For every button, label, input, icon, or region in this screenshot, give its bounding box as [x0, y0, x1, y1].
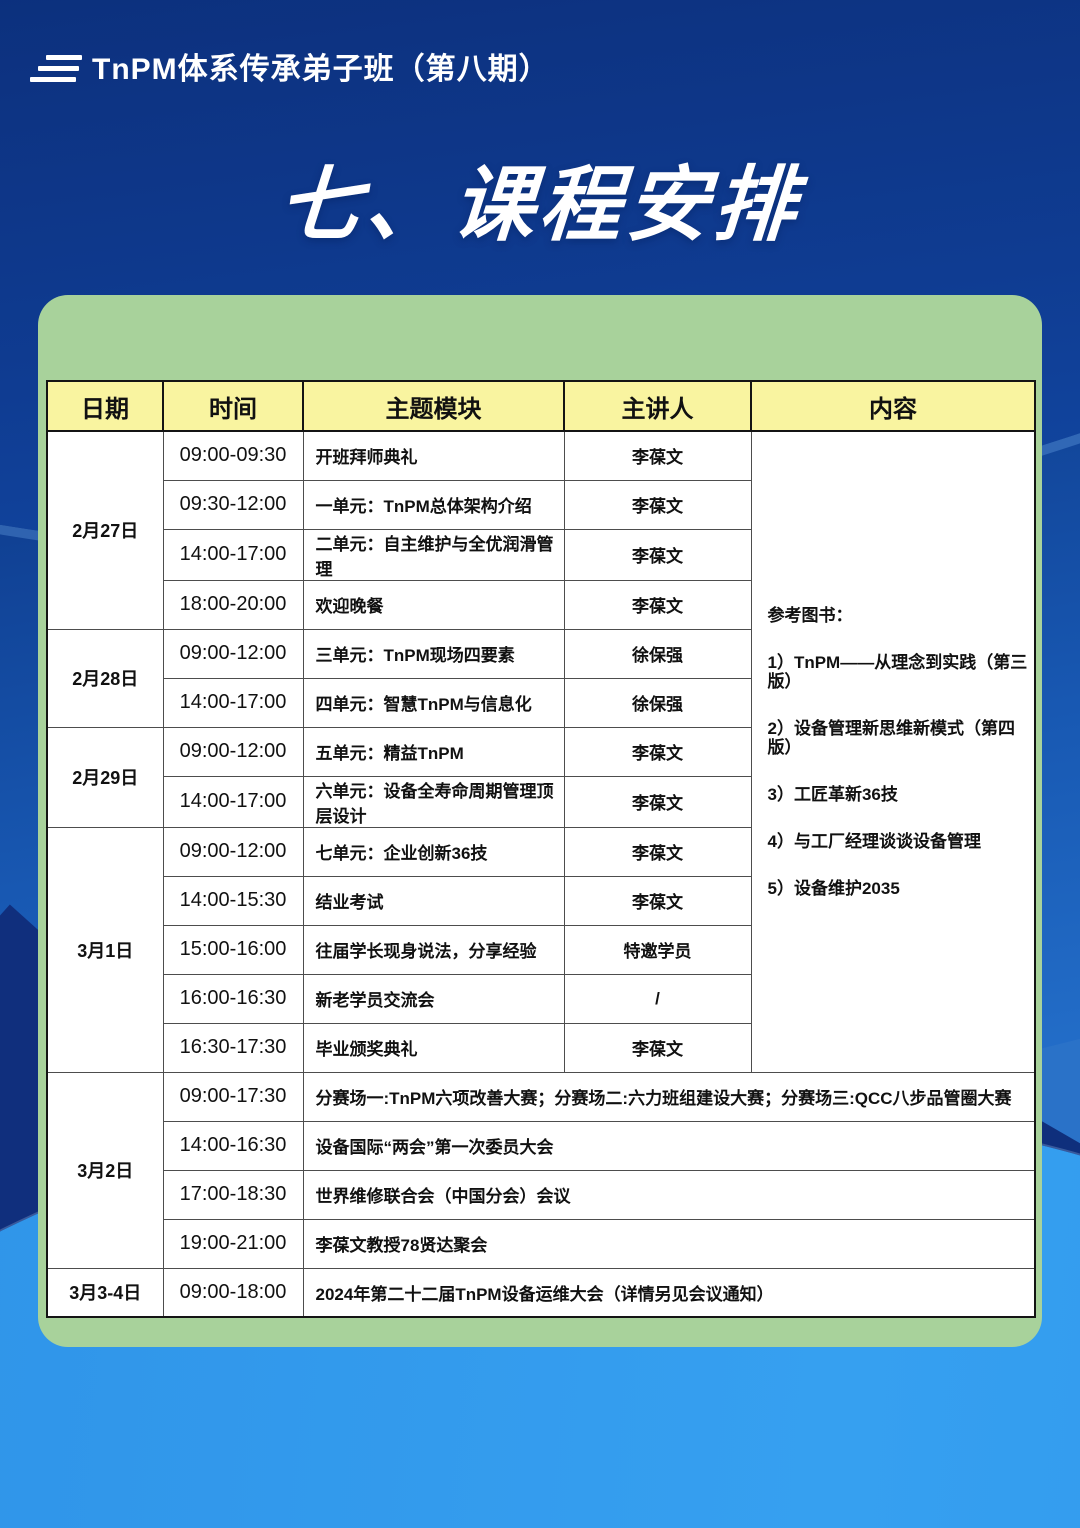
- col-header-time: 时间: [162, 380, 304, 432]
- speaker-cell: 李葆文: [563, 528, 752, 581]
- reference-book-item: 1）TnPM——从理念到实践（第三版）: [767, 652, 1028, 691]
- reference-book-item: 5）设备维护2035: [767, 878, 900, 898]
- time-cell: 14:00-16:30: [162, 1120, 304, 1171]
- table-row: 09:30-12:00 一单元：TnPM总体架构介绍 李葆文: [47, 479, 1035, 530]
- table-row: 2月27日 09:00-09:30 开班拜师典礼 李葆文 参考图书： 1）TnP…: [46, 430, 1036, 1073]
- schedule-table: 日期 时间 主题模块 主讲人 内容 2月27日 09:00-09:30 开班拜师…: [46, 380, 1036, 1318]
- table-row: 17:00-18:30 世界维修联合会（中国分会）会议: [47, 1169, 1036, 1220]
- table-row: 16:30-17:30 毕业颁奖典礼 李葆文: [47, 1022, 1035, 1073]
- reference-book-item: 2）设备管理新思维新模式（第四版）: [767, 718, 1015, 757]
- table-row: 15:00-16:00 往届学长现身说法，分享经验 特邀学员: [47, 924, 1035, 975]
- reference-books-title: 参考图书：: [767, 605, 853, 625]
- time-cell: 09:00-12:00: [162, 726, 304, 777]
- topic-cell: 分赛场一:TnPM六项改善大赛；分赛场二:六力班组建设大赛；分赛场三:QCC八步…: [302, 1071, 1036, 1122]
- speaker-cell: 特邀学员: [563, 924, 752, 975]
- time-cell: 09:00-12:00: [162, 628, 304, 679]
- date-cell: 2月28日: [46, 628, 164, 728]
- date-cell: 3月2日: [46, 1071, 164, 1269]
- topic-cell: 三单元：TnPM现场四要素: [302, 628, 565, 679]
- topic-cell: 2024年第二十二届TnPM设备运维大会（详情另见会议通知）: [302, 1267, 1036, 1318]
- time-cell: 14:00-17:00: [162, 775, 304, 828]
- time-cell: 17:00-18:30: [162, 1169, 304, 1220]
- speaker-cell: 李葆文: [563, 826, 752, 877]
- table-row: 3月2日 09:00-17:30 分赛场一:TnPM六项改善大赛；分赛场二:六力…: [46, 1071, 1036, 1269]
- speaker-cell: 李葆文: [563, 430, 752, 481]
- date-cell: 3月3-4日: [46, 1267, 164, 1318]
- col-header-topic: 主题模块: [302, 380, 565, 432]
- table-row: 3月1日 09:00-12:00 七单元：企业创新36技 李葆文: [46, 826, 1035, 1073]
- time-cell: 19:00-21:00: [162, 1218, 304, 1269]
- topic-cell: 新老学员交流会: [302, 973, 565, 1024]
- topic-cell: 世界维修联合会（中国分会）会议: [302, 1169, 1036, 1220]
- time-cell: 14:00-17:00: [162, 528, 304, 581]
- reference-book-item: 4）与工厂经理谈谈设备管理: [767, 831, 981, 851]
- time-cell: 09:00-12:00: [162, 826, 304, 877]
- col-header-date: 日期: [46, 380, 164, 432]
- time-cell: 16:30-17:30: [162, 1022, 304, 1073]
- table-header-row: 日期 时间 主题模块 主讲人 内容: [46, 380, 1036, 432]
- table-row: 3月3-4日 09:00-18:00 2024年第二十二届TnPM设备运维大会（…: [46, 1267, 1036, 1318]
- triple-bar-icon: [30, 54, 82, 82]
- col-header-content: 内容: [750, 380, 1036, 432]
- topic-cell: 六单元：设备全寿命周期管理顶层设计: [302, 775, 565, 828]
- speaker-cell: 李葆文: [563, 875, 752, 926]
- topic-cell: 开班拜师典礼: [302, 430, 565, 481]
- time-cell: 18:00-20:00: [162, 579, 304, 630]
- table-row: 14:00-15:30 结业考试 李葆文: [47, 875, 1035, 926]
- time-cell: 09:30-12:00: [162, 479, 304, 530]
- topic-cell: 设备国际“两会”第一次委员大会: [302, 1120, 1036, 1171]
- topic-cell: 四单元：智慧TnPM与信息化: [302, 677, 565, 728]
- topic-cell: 一单元：TnPM总体架构介绍: [302, 479, 565, 530]
- topic-cell: 五单元：精益TnPM: [302, 726, 565, 777]
- speaker-cell: 李葆文: [563, 579, 752, 630]
- date-cell: 3月1日: [46, 826, 164, 1073]
- topic-cell: 二单元：自主维护与全优润滑管理: [302, 528, 565, 581]
- date-cell: 2月29日: [46, 726, 164, 828]
- table-row: 19:00-21:00 李葆文教授78贤达聚会: [47, 1218, 1036, 1269]
- table-row: 2月29日 09:00-12:00 五单元：精益TnPM 李葆文: [46, 726, 1035, 828]
- speaker-cell: 李葆文: [563, 1022, 752, 1073]
- time-cell: 09:00-17:30: [162, 1071, 304, 1122]
- table-row: 14:00-16:30 设备国际“两会”第一次委员大会: [47, 1120, 1036, 1171]
- topic-cell: 欢迎晚餐: [302, 579, 565, 630]
- topic-cell: 七单元：企业创新36技: [302, 826, 565, 877]
- page-title: 七、课程安排: [275, 160, 804, 251]
- col-header-speaker: 主讲人: [563, 380, 752, 432]
- topic-cell: 往届学长现身说法，分享经验: [302, 924, 565, 975]
- date-cell: 2月27日: [46, 430, 164, 630]
- time-cell: 14:00-17:00: [162, 677, 304, 728]
- time-cell: 15:00-16:00: [162, 924, 304, 975]
- reference-book-item: 3）工匠革新36技: [767, 784, 898, 804]
- speaker-cell: 李葆文: [563, 479, 752, 530]
- table-row: 16:00-16:30 新老学员交流会 /: [47, 973, 1035, 1024]
- time-cell: 16:00-16:30: [162, 973, 304, 1024]
- speaker-cell: 徐保强: [563, 628, 752, 679]
- speaker-cell: 徐保强: [563, 677, 752, 728]
- table-row: 14:00-17:00 二单元：自主维护与全优润滑管理 李葆文: [47, 528, 1035, 581]
- time-cell: 09:00-18:00: [162, 1267, 304, 1318]
- schedule-panel: 日期 时间 主题模块 主讲人 内容 2月27日 09:00-09:30 开班拜师…: [38, 295, 1042, 1347]
- brand-header: TnPM体系传承弟子班（第八期）: [30, 44, 550, 88]
- time-cell: 14:00-15:30: [162, 875, 304, 926]
- topic-cell: 结业考试: [302, 875, 565, 926]
- topic-cell: 李葆文教授78贤达聚会: [302, 1218, 1036, 1269]
- speaker-cell: 李葆文: [563, 775, 752, 828]
- topic-cell: 毕业颁奖典礼: [302, 1022, 565, 1073]
- speaker-cell: /: [563, 973, 752, 1024]
- reference-books-cell: 参考图书： 1）TnPM——从理念到实践（第三版） 2）设备管理新思维新模式（第…: [750, 430, 1036, 1073]
- brand-title: TnPM体系传承弟子班（第八期）: [92, 53, 550, 86]
- speaker-cell: 李葆文: [563, 726, 752, 777]
- time-cell: 09:00-09:30: [162, 430, 304, 481]
- table-row: 14:00-17:00 四单元：智慧TnPM与信息化 徐保强: [47, 677, 1035, 728]
